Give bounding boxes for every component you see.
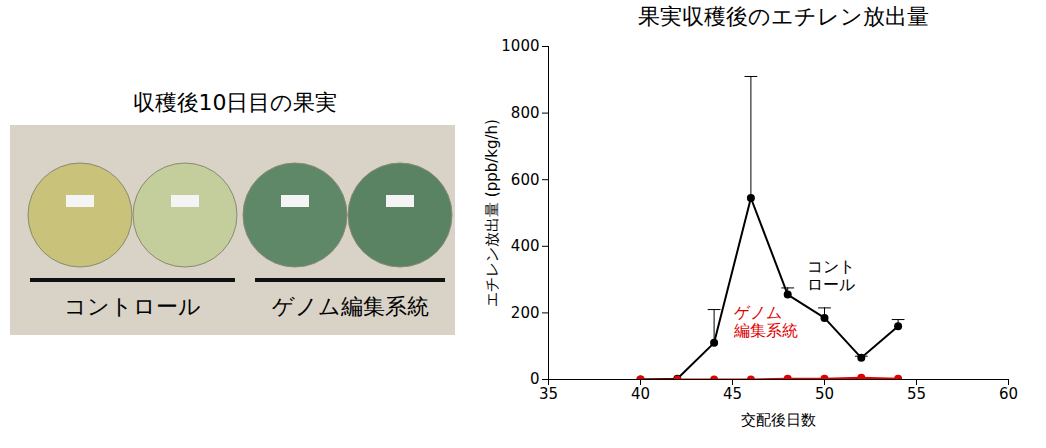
svg-text:0: 0 <box>530 370 540 389</box>
svg-text:45: 45 <box>723 385 742 403</box>
svg-text:コントロール: コントロール <box>807 257 855 294</box>
svg-text:55: 55 <box>907 385 926 403</box>
svg-text:400: 400 <box>511 237 540 255</box>
svg-text:50: 50 <box>815 385 834 403</box>
svg-text:40: 40 <box>631 385 650 403</box>
svg-text:ゲノム編集系統: ゲノム編集系統 <box>733 303 798 340</box>
svg-text:200: 200 <box>511 304 540 322</box>
svg-text:800: 800 <box>511 104 540 122</box>
svg-text:エチレン放出量 (ppb/kg/h): エチレン放出量 (ppb/kg/h) <box>483 119 501 307</box>
svg-text:コントロール: コントロール <box>64 294 201 319</box>
svg-text:交配後日数: 交配後日数 <box>741 411 816 429</box>
svg-text:600: 600 <box>511 171 540 189</box>
svg-text:35: 35 <box>539 385 558 403</box>
svg-text:ゲノム編集系統: ゲノム編集系統 <box>272 294 429 319</box>
svg-text:1000: 1000 <box>501 37 539 55</box>
html-text:果実収穫後のエチレン放出量: 果実収穫後のエチレン放出量 <box>637 4 929 29</box>
svg-text:収穫後10日目の果実: 収穫後10日目の果実 <box>133 90 338 115</box>
svg-text:60: 60 <box>999 385 1018 403</box>
